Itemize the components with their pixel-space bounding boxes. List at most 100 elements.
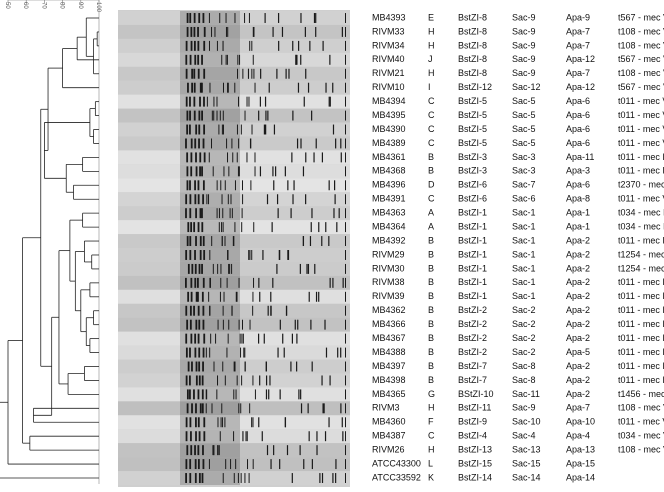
gel-band	[197, 459, 200, 470]
gel-band	[244, 110, 246, 121]
gel-band	[185, 68, 188, 79]
gel-band	[258, 333, 260, 344]
gel-band	[233, 361, 235, 372]
gel-band	[218, 445, 220, 456]
gel-band	[191, 403, 193, 414]
table-cell: Sac-1	[512, 221, 536, 231]
gel-lane-dark	[180, 331, 240, 346]
gel-lane	[118, 192, 350, 207]
gel-band	[216, 389, 218, 400]
gel-band	[189, 305, 192, 316]
gel-band	[185, 375, 188, 386]
table-cell: Apa-7	[566, 68, 590, 78]
gel-lane-dark	[180, 178, 240, 193]
gel-band	[212, 445, 214, 456]
gel-band	[222, 124, 224, 135]
gel-band	[222, 417, 224, 428]
gel-band	[211, 26, 213, 37]
gel-band	[328, 96, 330, 107]
gel-band	[241, 319, 243, 330]
gel-band	[195, 431, 197, 442]
gel-band	[345, 194, 346, 205]
gel-band	[185, 333, 188, 344]
gel-lane	[118, 443, 350, 458]
gel-band	[222, 473, 224, 483]
gel-lane	[118, 24, 350, 39]
gel-band	[249, 403, 251, 414]
table-cell: MB4387	[372, 431, 406, 441]
gel-band	[222, 208, 224, 219]
gel-band	[233, 431, 235, 442]
gel-band	[189, 347, 191, 358]
table-cell: BstZI-5	[458, 96, 487, 106]
table-cell: Sac-1	[512, 263, 536, 273]
table-cell: BstZI-9	[458, 417, 487, 427]
gel-band	[332, 124, 335, 135]
table-cell: MB4395	[372, 110, 406, 120]
gel-band	[191, 68, 194, 79]
gel-band	[229, 208, 231, 219]
gel-band	[261, 431, 263, 442]
gel-band	[223, 166, 225, 177]
table-cell: C	[428, 124, 435, 134]
gel-lane-dark	[180, 373, 240, 388]
gel-band	[186, 166, 189, 177]
gel-band	[195, 291, 198, 302]
gel-band	[190, 277, 193, 288]
gel-band	[300, 13, 302, 23]
gel-band	[272, 166, 274, 177]
gel-band	[238, 319, 240, 330]
table-cell: BstZI-6	[458, 194, 487, 204]
gel-band	[269, 375, 271, 386]
gel-band	[220, 277, 222, 288]
gel-band	[321, 152, 324, 163]
gel-band	[198, 263, 201, 274]
gel-band	[186, 319, 189, 330]
gel-band	[189, 389, 191, 400]
gel-band	[345, 222, 346, 233]
gel-band	[197, 222, 200, 233]
gel-band	[307, 82, 310, 93]
gel-band	[242, 194, 244, 205]
gel-band	[321, 236, 323, 247]
gel-band	[314, 263, 316, 274]
gel-band	[315, 26, 317, 37]
table-cell: t011 - mec V	[618, 194, 664, 204]
gel-band	[186, 26, 189, 37]
gel-band	[324, 431, 327, 442]
gel-band	[342, 431, 344, 442]
gel-band	[191, 361, 193, 372]
gel-band	[208, 40, 210, 51]
table-cell: Apa-9	[566, 12, 590, 22]
table-cell: t1254 - mec IVa	[618, 263, 664, 273]
table-cell: Sac-2	[512, 347, 536, 357]
table-cell: t567 - mec V	[618, 54, 664, 64]
gel-band	[206, 389, 208, 400]
gel-band	[254, 152, 256, 163]
table-cell: Sac-5	[512, 138, 536, 148]
gel-lane	[118, 275, 350, 290]
table-cell: L	[428, 458, 433, 468]
gel-band	[223, 291, 225, 302]
gel-band	[185, 459, 188, 470]
gel-band	[251, 68, 253, 79]
gel-band	[195, 319, 198, 330]
gel-band	[189, 208, 192, 219]
gel-band	[272, 26, 274, 37]
gel-band	[201, 263, 203, 274]
gel-band	[234, 361, 236, 372]
gel-band	[222, 222, 224, 233]
gel-band	[202, 277, 205, 288]
gel-band	[189, 459, 192, 470]
table-cell: K	[428, 472, 434, 482]
gel-band	[221, 194, 223, 205]
gel-band	[208, 194, 210, 205]
gel-band	[187, 263, 190, 274]
gel-band	[341, 417, 343, 428]
gel-band	[254, 389, 256, 400]
table-cell: BstZI-13	[458, 445, 492, 455]
gel-lane	[118, 261, 350, 276]
gel-lane-dark	[180, 24, 240, 39]
gel-band	[185, 431, 188, 442]
